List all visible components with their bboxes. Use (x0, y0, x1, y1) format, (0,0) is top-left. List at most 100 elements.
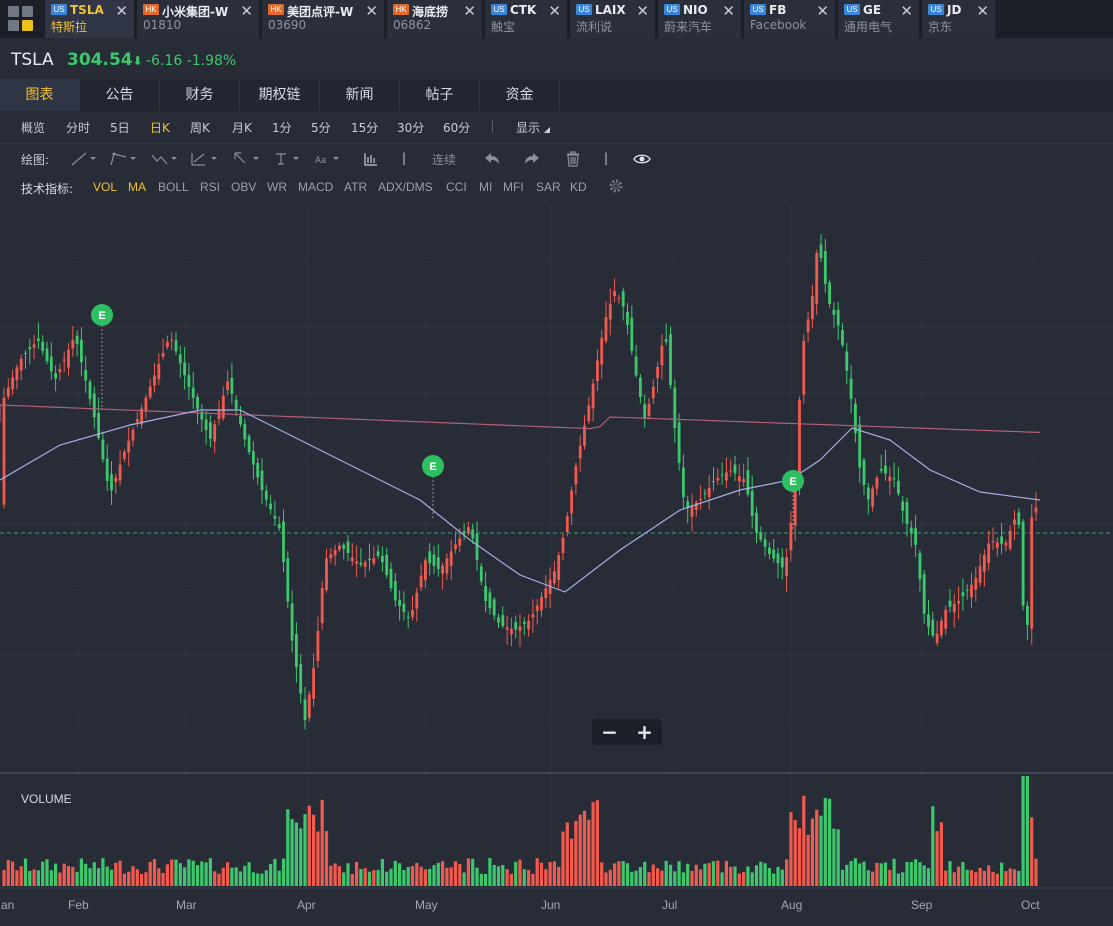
indicator-option[interactable]: ATR (344, 180, 368, 194)
period-option[interactable]: 60分 (443, 121, 471, 135)
candle-body (58, 368, 62, 373)
indicator-option[interactable]: MFI (503, 180, 524, 194)
stock-tab[interactable]: US GE 通用电气 ✕ (838, 0, 920, 38)
period-option[interactable]: 周K (190, 121, 210, 135)
candle-body (811, 296, 814, 320)
tab-name: 03690 (268, 18, 307, 32)
indicator-option[interactable]: KD (570, 180, 587, 194)
tab-name: 流利说 (576, 20, 613, 34)
indicator-option[interactable]: MACD (298, 180, 334, 194)
period-option[interactable]: 30分 (397, 121, 425, 135)
candle-body (815, 253, 819, 304)
volume-bar (393, 860, 397, 886)
candle-body (935, 633, 939, 643)
volume-bar (969, 870, 974, 886)
undo-icon[interactable] (482, 149, 502, 169)
volume-bar (995, 873, 999, 886)
indicator-settings-gear-icon[interactable] (608, 178, 624, 197)
stock-tab[interactable]: US CTK 触宝 ✕ (485, 0, 568, 38)
close-tab-icon[interactable]: ✕ (900, 2, 913, 20)
candle-body (118, 464, 122, 481)
detail-tab[interactable]: 期权链 (240, 79, 320, 111)
close-tab-icon[interactable]: ✕ (976, 2, 989, 20)
indicator-chart-icon[interactable] (362, 149, 380, 169)
continuous-draw-toggle[interactable]: 连续 (432, 153, 457, 167)
stock-tab[interactable]: US FB Facebook ✕ (744, 0, 836, 38)
indicator-option[interactable]: MA (128, 180, 146, 194)
indicator-option[interactable]: MI (479, 180, 493, 194)
ma-long-line (0, 404, 1041, 433)
volume-bar (668, 864, 673, 886)
stock-tab[interactable]: HK 小米集团-W 01810 ✕ (137, 0, 260, 38)
candle-body (239, 416, 242, 425)
trend-line-tool-icon[interactable] (70, 149, 98, 169)
display-menu-button[interactable]: 显示 ◢ (516, 121, 550, 135)
volume-bar (1012, 869, 1017, 886)
period-option[interactable]: 5分 (311, 121, 331, 135)
indicator-option[interactable]: SAR (536, 180, 561, 194)
app-grid-icon[interactable] (6, 4, 36, 34)
wave-tool-icon[interactable] (149, 149, 181, 169)
candle-body (350, 557, 354, 562)
detail-tab[interactable]: 帖子 (400, 79, 480, 111)
indicator-option[interactable]: ADX/DMS (378, 180, 433, 194)
text-tool-icon[interactable] (273, 149, 305, 169)
volume-bar (922, 865, 926, 886)
close-tab-icon[interactable]: ✕ (115, 2, 128, 20)
redo-icon[interactable] (522, 149, 542, 169)
eye-icon[interactable] (632, 149, 652, 169)
candle-body (789, 522, 793, 551)
period-option[interactable]: 15分 (351, 121, 379, 135)
close-tab-icon[interactable]: ✕ (816, 2, 829, 20)
zoom-out-button[interactable]: − (601, 720, 618, 744)
period-option[interactable]: 1分 (272, 121, 292, 135)
detail-tab[interactable]: 新闻 (320, 79, 400, 111)
arrow-tool-icon[interactable] (231, 149, 263, 169)
close-tab-icon[interactable]: ✕ (722, 2, 735, 20)
detail-tab[interactable]: 财务 (160, 79, 240, 111)
close-tab-icon[interactable]: ✕ (548, 2, 561, 20)
candle-body (574, 465, 578, 485)
detail-tab[interactable]: 公告 (80, 79, 160, 111)
detail-tab[interactable]: 图表 (0, 79, 80, 111)
indicator-option[interactable]: VOL (93, 180, 118, 194)
candle-body (780, 557, 784, 568)
fibonacci-tool-icon[interactable] (189, 149, 221, 169)
stock-tab[interactable]: HK 美团点评-W 03690 ✕ (262, 0, 385, 38)
period-option[interactable]: 5日 (110, 121, 130, 135)
candlestick-chart[interactable]: E E Ean Feb Mar Apr May Jun Jul Aug Sep Oct (0, 201, 1113, 926)
candle-body (871, 488, 874, 507)
candle-body (557, 555, 561, 581)
period-option[interactable]: 日K (150, 121, 170, 135)
volume-bar (1034, 858, 1038, 886)
period-option[interactable]: 概览 (21, 121, 46, 135)
trash-icon[interactable] (564, 149, 582, 169)
volume-bar (492, 864, 496, 886)
close-tab-icon[interactable]: ✕ (240, 2, 253, 20)
candle-body (978, 566, 982, 583)
stock-tab[interactable]: US JD 京东 ✕ (922, 0, 996, 38)
candle-body (832, 309, 836, 315)
stock-tab[interactable]: HK 海底捞 06862 ✕ (387, 0, 483, 38)
candle-body (535, 605, 539, 611)
stock-tab[interactable]: US TSLA 特斯拉 ✕ (45, 0, 135, 38)
font-size-tool-icon[interactable]: Aa (313, 149, 345, 169)
indicator-option[interactable]: BOLL (158, 180, 189, 194)
ray-tool-icon[interactable] (108, 149, 140, 169)
indicator-option[interactable]: CCI (446, 180, 467, 194)
candle-body (200, 411, 204, 420)
period-option[interactable]: 月K (232, 121, 252, 135)
stock-tab[interactable]: US NIO 蔚来汽车 ✕ (658, 0, 742, 38)
detail-tab[interactable]: 资金 (480, 79, 560, 111)
period-option[interactable]: 分时 (66, 121, 91, 135)
indicator-option[interactable]: RSI (200, 180, 221, 194)
close-tab-icon[interactable]: ✕ (365, 2, 378, 20)
stock-tab[interactable]: US LAIX 流利说 ✕ (570, 0, 656, 38)
close-tab-icon[interactable]: ✕ (463, 2, 476, 20)
indicator-option[interactable]: WR (267, 180, 287, 194)
close-tab-icon[interactable]: ✕ (636, 2, 649, 20)
indicator-option[interactable]: OBV (231, 180, 257, 194)
zoom-in-button[interactable]: + (636, 720, 653, 744)
volume-bar (823, 797, 827, 886)
candle-body (802, 341, 806, 395)
